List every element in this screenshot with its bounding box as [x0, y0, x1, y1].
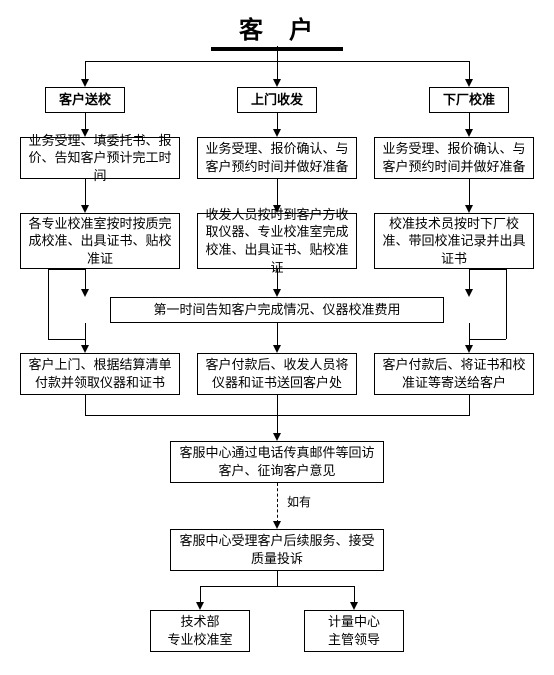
arrow — [81, 205, 89, 213]
connector — [85, 269, 86, 291]
arrow — [465, 79, 473, 87]
col-header-c: 下厂校准 — [429, 87, 509, 113]
box-bottom-left: 技术部 专业校准室 — [150, 610, 250, 652]
arrow — [465, 289, 473, 297]
box-row2-b: 收发人员按时到客户方收取仪器、专业校准室完成校准、出具证书、贴校准证 — [197, 213, 357, 269]
box-row2-a: 各专业校准室按时按质完成校准、出具证书、贴校准证 — [20, 213, 180, 269]
arrow — [81, 289, 89, 297]
title: 客 户 — [211, 10, 343, 51]
box-merge: 第一时间告知客户完成情况、仪器校准费用 — [110, 297, 444, 323]
connector — [277, 269, 278, 291]
box-row1-a: 业务受理、填委托书、报价、告知客户预计完工时间 — [20, 137, 180, 179]
connector — [277, 323, 278, 347]
arrow — [465, 205, 473, 213]
connector — [469, 179, 470, 207]
arrow — [81, 345, 89, 353]
connector — [85, 61, 86, 81]
arrow — [273, 521, 281, 529]
connector — [469, 323, 470, 347]
arrow — [273, 129, 281, 137]
connector — [48, 269, 49, 339]
connector — [48, 269, 85, 270]
col-header-a: 客户送校 — [45, 87, 125, 113]
connector — [469, 395, 470, 415]
connector — [277, 46, 278, 61]
connector — [85, 415, 470, 416]
annotation-label: 如有 — [285, 493, 313, 510]
arrow — [81, 79, 89, 87]
arrow — [465, 345, 473, 353]
connector — [85, 395, 86, 415]
arrow — [350, 602, 358, 610]
connector — [85, 323, 86, 347]
box-bottom-right: 计量中心 主管领导 — [304, 610, 404, 652]
connector — [85, 179, 86, 207]
box-row2-c: 校准技术员按时下厂校准、带回校准记录并出具证书 — [374, 213, 534, 269]
connector — [469, 61, 470, 81]
arrow — [273, 79, 281, 87]
flowchart: 客 户 客户送校 上门收发 下厂校准 业务受理、填委托书、报价、告知客户预计完工… — [10, 10, 544, 665]
box-row3-a: 客户上门、根据结算清单付款并领取仪器和证书 — [20, 353, 180, 395]
col-header-b: 上门收发 — [237, 87, 317, 113]
arrow — [273, 433, 281, 441]
connector — [48, 339, 85, 340]
connector — [277, 571, 278, 586]
connector — [506, 269, 507, 339]
connector — [200, 586, 355, 587]
box-row3-b: 客户付款后、收发人员将仪器和证书送回客户处 — [197, 353, 357, 395]
box-row1-b: 业务受理、报价确认、与客户预约时间并做好准备 — [197, 137, 357, 179]
connector — [469, 269, 470, 291]
connector — [469, 269, 506, 270]
connector — [469, 339, 506, 340]
arrow — [465, 129, 473, 137]
box-followup2: 客服中心受理客户后续服务、接受质量投诉 — [170, 529, 384, 571]
connector — [277, 61, 278, 81]
box-followup1: 客服中心通过电话传真邮件等回访客户、征询客户意见 — [170, 441, 384, 483]
arrow — [273, 345, 281, 353]
connector — [277, 179, 278, 207]
box-row1-c: 业务受理、报价确认、与客户预约时间并做好准备 — [374, 137, 534, 179]
box-row3-c: 客户付款后、将证书和校准证等寄送给客户 — [374, 353, 534, 395]
arrow — [273, 289, 281, 297]
connector-dashed — [277, 483, 278, 523]
arrow — [196, 602, 204, 610]
